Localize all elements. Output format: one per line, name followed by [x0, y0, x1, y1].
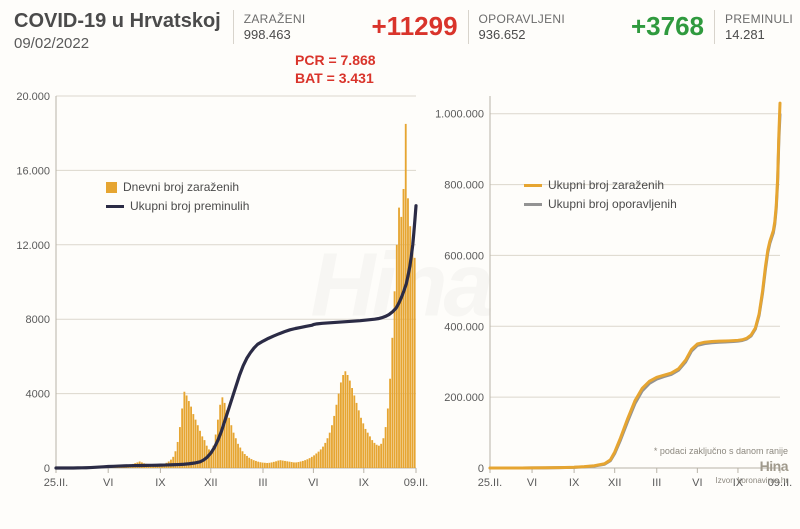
- svg-text:IX: IX: [359, 477, 370, 489]
- legend-left: Dnevni broj zaraženih Ukupni broj premin…: [106, 178, 249, 216]
- legend-left-line-label: Ukupni broj preminulih: [130, 197, 249, 216]
- stat-recovered-delta: +3768: [573, 11, 704, 42]
- stat-infected-delta: +11299: [313, 11, 457, 42]
- svg-text:200.000: 200.000: [444, 392, 484, 404]
- stat-recovered: OPORAVLJENI 936.652 +3768: [468, 10, 714, 44]
- stat-deceased-label: PREMINULI: [725, 12, 793, 26]
- svg-text:25.II.: 25.II.: [44, 477, 68, 489]
- svg-text:IX: IX: [155, 477, 166, 489]
- stat-recovered-total: 936.652: [479, 27, 565, 42]
- title-block: COVID-19 u Hrvatskoj 09/02/2022: [14, 10, 233, 52]
- svg-text:VI: VI: [308, 477, 318, 489]
- stat-recovered-label: OPORAVLJENI: [479, 12, 565, 26]
- header: COVID-19 u Hrvatskoj 09/02/2022 ZARAŽENI…: [0, 0, 800, 56]
- legend-left-bars-label: Dnevni broj zaraženih: [123, 178, 239, 197]
- svg-text:XII: XII: [204, 477, 217, 489]
- svg-text:0: 0: [44, 463, 50, 475]
- charts-row: 0 4000 8000 12.000 16.000 20.000 25.II. VI IX XII…: [0, 88, 800, 529]
- chart-right: 0 200.000 400.000 600.000 800.000 1.000.000 25…: [432, 88, 800, 518]
- svg-text:XII: XII: [608, 477, 621, 489]
- pcr-bat-block: PCR = 7.868 BAT = 3.431: [295, 52, 376, 87]
- bars-swatch-icon: [106, 182, 117, 193]
- legend-right-line1: Ukupni broj zaraženih: [524, 176, 677, 195]
- svg-text:09.II.: 09.II.: [404, 477, 428, 489]
- svg-text:0: 0: [478, 463, 484, 475]
- page-date: 09/02/2022: [14, 35, 221, 52]
- page-title: COVID-19 u Hrvatskoj: [14, 10, 221, 33]
- svg-text:20.000: 20.000: [16, 91, 50, 103]
- stat-infected-total: 998.463: [244, 27, 306, 42]
- svg-text:IX: IX: [569, 477, 580, 489]
- stat-infected: ZARAŽENI 998.463 +11299: [233, 10, 468, 44]
- bat-line: BAT = 3.431: [295, 70, 376, 88]
- svg-text:600.000: 600.000: [444, 250, 484, 262]
- legend-right-line2: Ukupni broj oporavljenih: [524, 195, 677, 214]
- stat-deceased-total: 14.281: [725, 27, 793, 42]
- pcr-line: PCR = 7.868: [295, 52, 376, 70]
- footer-note: * podaci zaključno s danom ranije: [654, 446, 788, 458]
- svg-text:III: III: [258, 477, 267, 489]
- svg-text:800.000: 800.000: [444, 180, 484, 192]
- svg-text:16.000: 16.000: [16, 165, 50, 177]
- line2-swatch-icon: [524, 203, 542, 206]
- svg-text:8000: 8000: [26, 314, 50, 326]
- chart-left-svg: 0 4000 8000 12.000 16.000 20.000 25.II. VI IX XII…: [0, 88, 432, 518]
- legend-right-line1-label: Ukupni broj zaraženih: [548, 176, 664, 195]
- svg-text:400.000: 400.000: [444, 321, 484, 333]
- svg-text:1.000.000: 1.000.000: [435, 109, 484, 121]
- svg-text:25.II.: 25.II.: [478, 477, 502, 489]
- stat-deceased: PREMINULI 14.281 +37: [714, 10, 800, 44]
- chart-left: 0 4000 8000 12.000 16.000 20.000 25.II. VI IX XII…: [0, 88, 432, 518]
- legend-right: Ukupni broj zaraženih Ukupni broj oporav…: [524, 176, 677, 214]
- stat-infected-label: ZARAŽENI: [244, 12, 306, 26]
- svg-text:VI: VI: [103, 477, 113, 489]
- legend-left-bars: Dnevni broj zaraženih: [106, 178, 249, 197]
- stats: ZARAŽENI 998.463 +11299 OPORAVLJENI 936.…: [233, 10, 800, 44]
- svg-text:12.000: 12.000: [16, 240, 50, 252]
- legend-left-line: Ukupni broj preminulih: [106, 197, 249, 216]
- footer-logo: Hina: [654, 457, 788, 475]
- legend-right-line2-label: Ukupni broj oporavljenih: [548, 195, 677, 214]
- svg-text:VI: VI: [527, 477, 537, 489]
- footer-source: Izvor: koronavirus.hr: [654, 476, 788, 486]
- line1-swatch-icon: [524, 184, 542, 187]
- svg-text:4000: 4000: [26, 389, 50, 401]
- footer: * podaci zaključno s danom ranije Hina I…: [654, 446, 788, 486]
- line-swatch-icon: [106, 205, 124, 208]
